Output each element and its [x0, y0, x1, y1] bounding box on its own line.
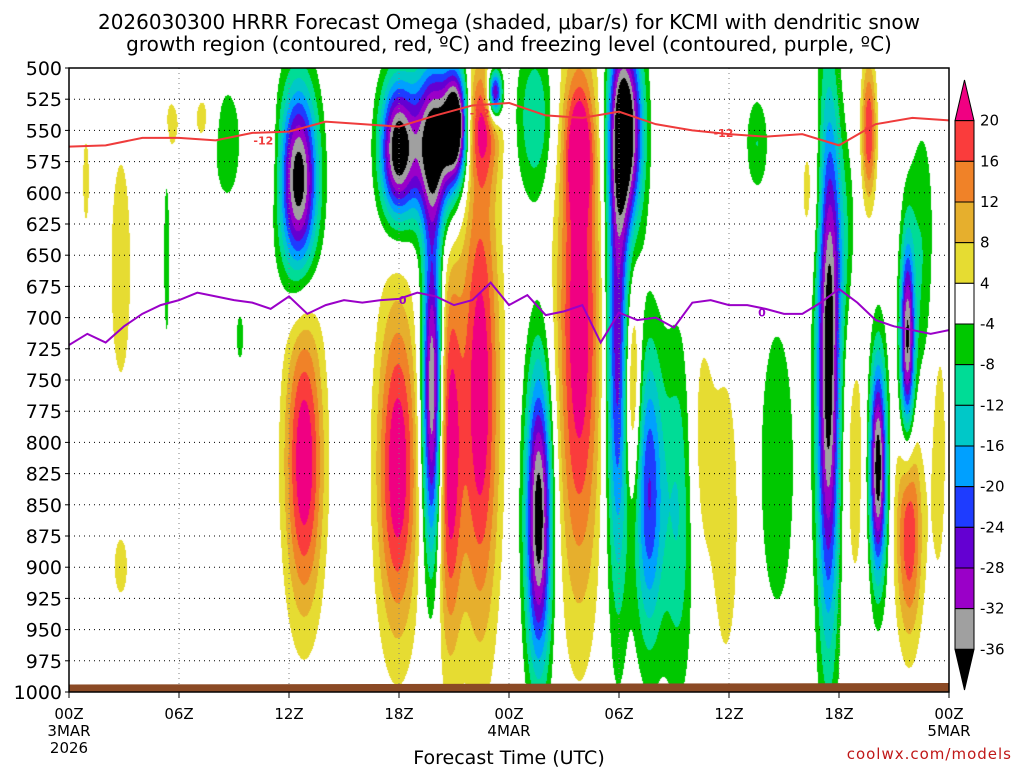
dgz-contour-label: -12: [253, 134, 273, 147]
y-tick-label-650: 650: [26, 245, 62, 267]
colorbar-label: -24: [980, 518, 1005, 536]
x-tick-date-48: 5MAR: [927, 722, 970, 740]
y-tick-label-850: 850: [26, 495, 62, 517]
x-tick-year-0: 2026: [50, 739, 88, 757]
colorbar-swatch: [954, 364, 975, 406]
colorbar-swatch: [954, 567, 975, 610]
x-axis-title: Forecast Time (UTC): [413, 747, 604, 768]
freezing-contour-label: 0: [399, 294, 407, 307]
colorbar-label: -4: [980, 315, 995, 333]
x-tick-label-42: 18Z: [824, 705, 853, 723]
x-tick-label-18: 18Z: [384, 705, 413, 723]
y-tick-label-600: 600: [26, 183, 62, 205]
colorbar-label: -36: [980, 640, 1005, 658]
chart-title-line1: 2026030300 HRRR Forecast Omega (shaded, …: [98, 10, 920, 34]
y-tick-label-550: 550: [26, 120, 62, 142]
colorbar-label: 20: [980, 112, 999, 130]
colorbar-swatch: [954, 282, 975, 325]
colorbar-swatch: [954, 404, 975, 447]
y-tick-label-775: 775: [26, 401, 62, 423]
freezing-level-line: [69, 281, 949, 346]
x-tick-label-6: 06Z: [164, 705, 193, 723]
colorbar-label: 12: [980, 193, 999, 211]
grid-lines: [69, 68, 949, 692]
x-tick-label-24: 00Z: [494, 705, 523, 723]
colorbar-cap-top: [954, 79, 975, 122]
plot-area: -12 -12 -12 0 0: [68, 67, 950, 693]
y-tick-label-875: 875: [26, 526, 62, 548]
y-tick-label-700: 700: [26, 308, 62, 330]
colorbar-swatch: [954, 120, 975, 162]
x-tick-label-36: 12Z: [714, 705, 743, 723]
y-tick-label-625: 625: [26, 214, 62, 236]
y-tick-label-1000: 1000: [14, 682, 62, 704]
colorbar-swatch: [954, 323, 975, 366]
y-tick-label-825: 825: [26, 464, 62, 486]
colorbar-cap-bottom: [954, 648, 975, 691]
x-tick-date-0: 3MAR: [47, 722, 90, 740]
colorbar-swatch: [954, 608, 975, 650]
x-tick-label-0: 00Z: [54, 705, 83, 723]
dgz-contour-label: -12: [714, 127, 734, 140]
colorbar-swatch: [954, 201, 975, 244]
colorbar-label: -20: [980, 478, 1005, 496]
dgz-contour-line: [69, 101, 949, 148]
credit-text: coolwx.com/models: [847, 745, 1012, 763]
colorbar-label: 8: [980, 234, 990, 252]
x-tick-date-24: 4MAR: [487, 722, 530, 740]
y-tick-label-500: 500: [26, 58, 62, 80]
y-tick-label-725: 725: [26, 339, 62, 361]
x-tick-label-48: 00Z: [934, 705, 963, 723]
colorbar-label: -16: [980, 437, 1005, 455]
colorbar-label: -12: [980, 396, 1005, 414]
y-tick-label-950: 950: [26, 620, 62, 642]
y-tick-label-800: 800: [26, 432, 62, 454]
y-tick-label-900: 900: [26, 557, 62, 579]
y-tick-label-925: 925: [26, 588, 62, 610]
colorbar-label: 4: [980, 274, 990, 292]
colorbar-label: -28: [980, 559, 1005, 577]
freezing-contour-label: 0: [758, 307, 766, 320]
colorbar-swatch: [954, 486, 975, 528]
colorbar-label: -32: [980, 600, 1005, 618]
ground-surface: [69, 683, 949, 692]
colorbar-legend: 20 16 12 8 4 -4 -8 -12 -16 -20 -24 -28 -32 -36: [954, 79, 1005, 691]
y-tick-label-525: 525: [26, 89, 62, 111]
y-tick-label-575: 575: [26, 152, 62, 174]
y-axis: 500 525 550 575 600 625 650 675 700 725 750 775 800 8…: [14, 58, 69, 704]
dgz-contour-label: -12: [470, 107, 490, 120]
colorbar-swatch: [954, 445, 975, 488]
colorbar-swatch: [954, 526, 975, 569]
x-tick-label-12: 12Z: [274, 705, 303, 723]
x-tick-label-30: 06Z: [604, 705, 633, 723]
colorbar-label: 16: [980, 152, 999, 170]
y-tick-label-675: 675: [26, 276, 62, 298]
colorbar-swatch: [954, 160, 975, 203]
chart-title-line2: growth region (contoured, red, ºC) and f…: [126, 32, 892, 56]
y-tick-label-750: 750: [26, 370, 62, 392]
y-tick-label-975: 975: [26, 651, 62, 673]
colorbar-label: -8: [980, 356, 995, 374]
colorbar-swatch: [954, 242, 975, 284]
